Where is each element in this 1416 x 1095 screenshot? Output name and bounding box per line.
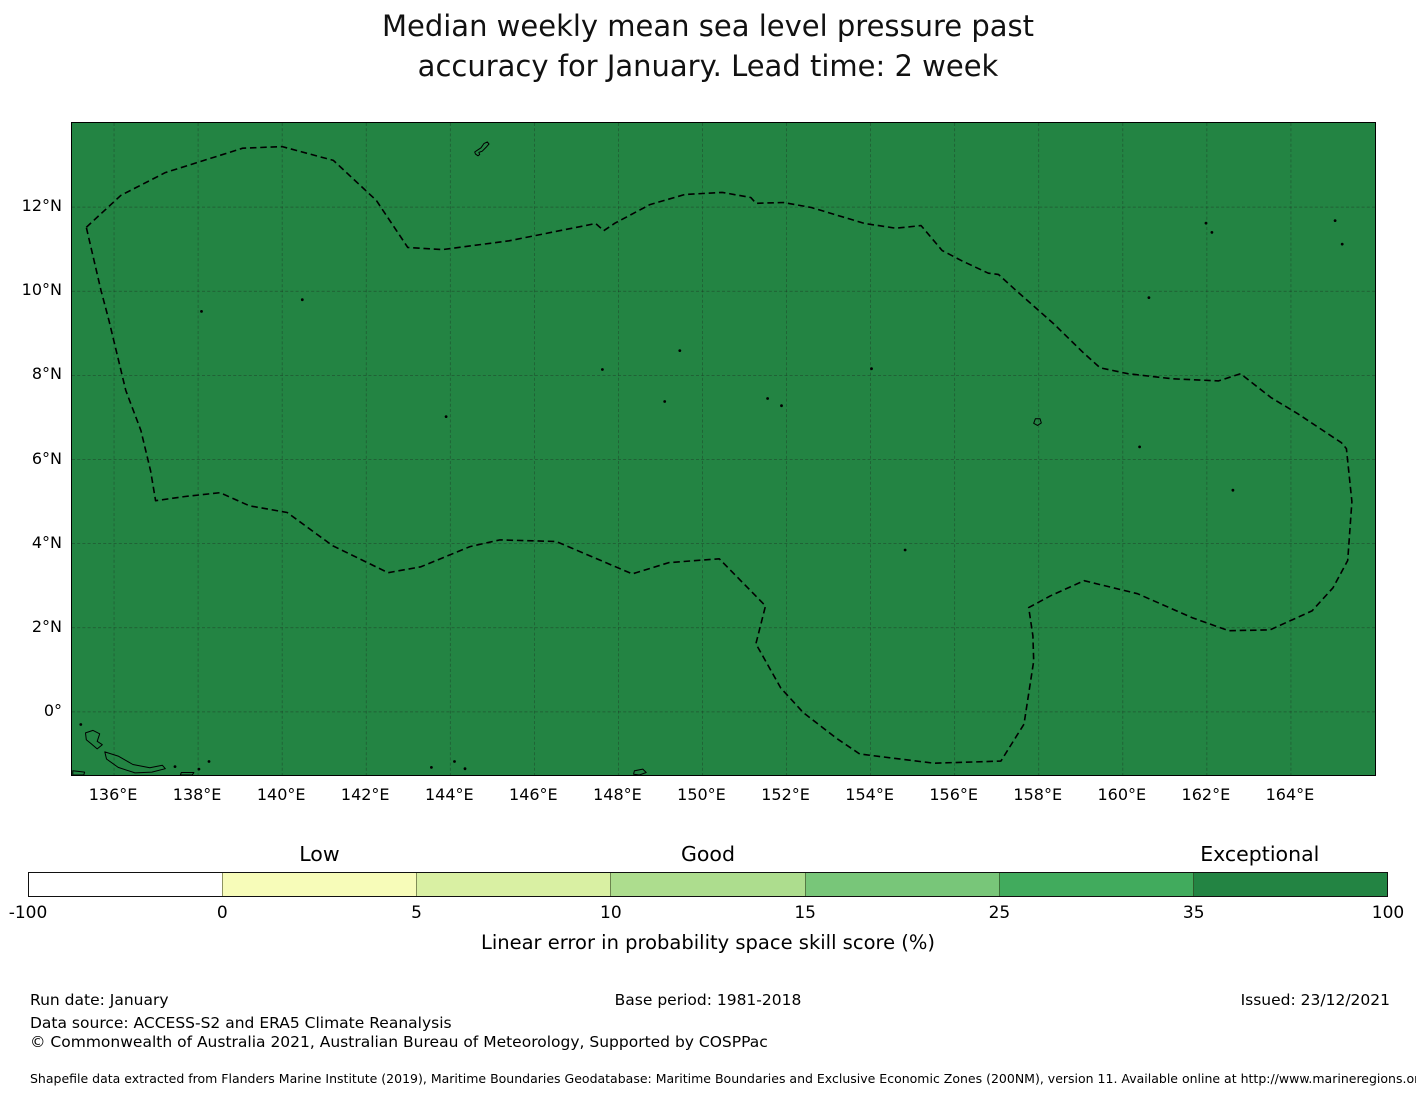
island-outline (72, 770, 86, 775)
colorbar-axis-label: Linear error in probability space skill … (480, 931, 936, 954)
island-dot (463, 767, 467, 771)
colorbar-segment (29, 873, 223, 896)
colorbar-tick-label: 100 (1371, 903, 1405, 923)
colorbar-segment (222, 873, 417, 896)
island-dot (207, 760, 211, 763)
x-tick-label: 160°E (1097, 785, 1147, 804)
map-area (71, 122, 1376, 776)
footer-shapefile-note: Shapefile data extracted from Flanders M… (30, 1071, 1416, 1086)
x-tick-label: 144°E (424, 785, 474, 804)
colorbar-tick-label: -100 (8, 903, 48, 923)
colorbar-tick-label: 10 (600, 903, 622, 923)
colorbar-tick-label: 5 (411, 903, 422, 923)
island-dot (601, 368, 604, 371)
colorbar-tick-label: 35 (1182, 903, 1205, 923)
island-dot (200, 310, 203, 313)
island-dot (1231, 488, 1235, 492)
island-outline (474, 141, 490, 157)
colorbar-segment (416, 873, 611, 896)
x-tick-label: 138°E (172, 785, 222, 804)
island-outline (179, 772, 195, 775)
footer-base-period: Base period: 1981-2018 (614, 991, 802, 1009)
island-dot (453, 760, 456, 763)
colorbar-tick-label: 0 (216, 903, 228, 923)
colorbar-tick-label: 25 (988, 903, 1011, 923)
island-dot (903, 548, 907, 552)
island-dot (1138, 445, 1141, 449)
y-tick-label: 10°N (21, 280, 62, 300)
island-dot (678, 349, 682, 352)
footer-issued: Issued: 23/12/2021 (1240, 991, 1390, 1009)
island-outline (633, 768, 647, 775)
island-dot (1210, 231, 1214, 234)
colorbar (28, 872, 1388, 897)
x-tick-label: 140°E (256, 785, 306, 804)
footer-run-date: Run date: January (30, 991, 169, 1009)
x-tick-label: 158°E (1013, 785, 1063, 804)
island-dot (780, 404, 783, 408)
x-tick-label: 136°E (88, 785, 138, 804)
x-tick-label: 164°E (1265, 785, 1315, 804)
x-tick-label: 162°E (1181, 785, 1231, 804)
island-dot (663, 400, 667, 403)
colorbar-tick-label: 15 (794, 903, 816, 923)
y-tick-label: 4°N (31, 532, 62, 552)
island-dot (430, 766, 433, 769)
x-tick-label: 154°E (845, 785, 894, 804)
island-dot (173, 765, 177, 768)
colorbar-segment (1192, 873, 1387, 896)
colorbar-category-label: Exceptional (1200, 842, 1320, 866)
island-dot (79, 723, 83, 726)
island-outline (1033, 418, 1042, 426)
island-outline (85, 729, 103, 750)
chart-title-line2: accuracy for January. Lead time: 2 week (417, 49, 999, 83)
colorbar-segment (610, 873, 805, 896)
footer-data-source: Data source: ACCESS-S2 and ERA5 Climate … (30, 1014, 452, 1032)
island-dot (1147, 296, 1151, 299)
y-tick-label: 8°N (31, 364, 62, 384)
island-dot (444, 415, 448, 418)
chart-title: Median weekly mean sea level pressure pa… (0, 6, 1416, 86)
map-canvas (72, 123, 1375, 775)
x-tick-label: 156°E (929, 785, 978, 804)
island-dot (1340, 242, 1344, 246)
colorbar-segment (998, 873, 1193, 896)
island-dot (1333, 219, 1337, 222)
colorbar-category-label: Good (681, 842, 735, 866)
island-dot (197, 767, 201, 771)
eez-boundary-line (85, 145, 1353, 765)
footer-copyright: © Commonwealth of Australia 2021, Austra… (30, 1033, 768, 1051)
x-tick-label: 150°E (677, 785, 726, 804)
y-tick-label: 12°N (21, 196, 62, 216)
chart-title-line1: Median weekly mean sea level pressure pa… (381, 9, 1035, 43)
island-dot (300, 298, 304, 302)
island-dot (1204, 221, 1208, 225)
y-tick-label: 0° (43, 700, 62, 720)
colorbar-segment (804, 873, 999, 896)
y-tick-label: 2°N (31, 616, 62, 636)
x-tick-label: 148°E (593, 785, 642, 804)
y-tick-label: 6°N (31, 448, 62, 468)
colorbar-category-label: Low (299, 842, 340, 866)
island-dot (870, 367, 873, 371)
island-outline (104, 751, 166, 774)
x-tick-label: 146°E (509, 785, 558, 804)
x-tick-label: 152°E (761, 785, 810, 804)
island-dot (766, 397, 769, 400)
x-tick-label: 142°E (340, 785, 390, 804)
